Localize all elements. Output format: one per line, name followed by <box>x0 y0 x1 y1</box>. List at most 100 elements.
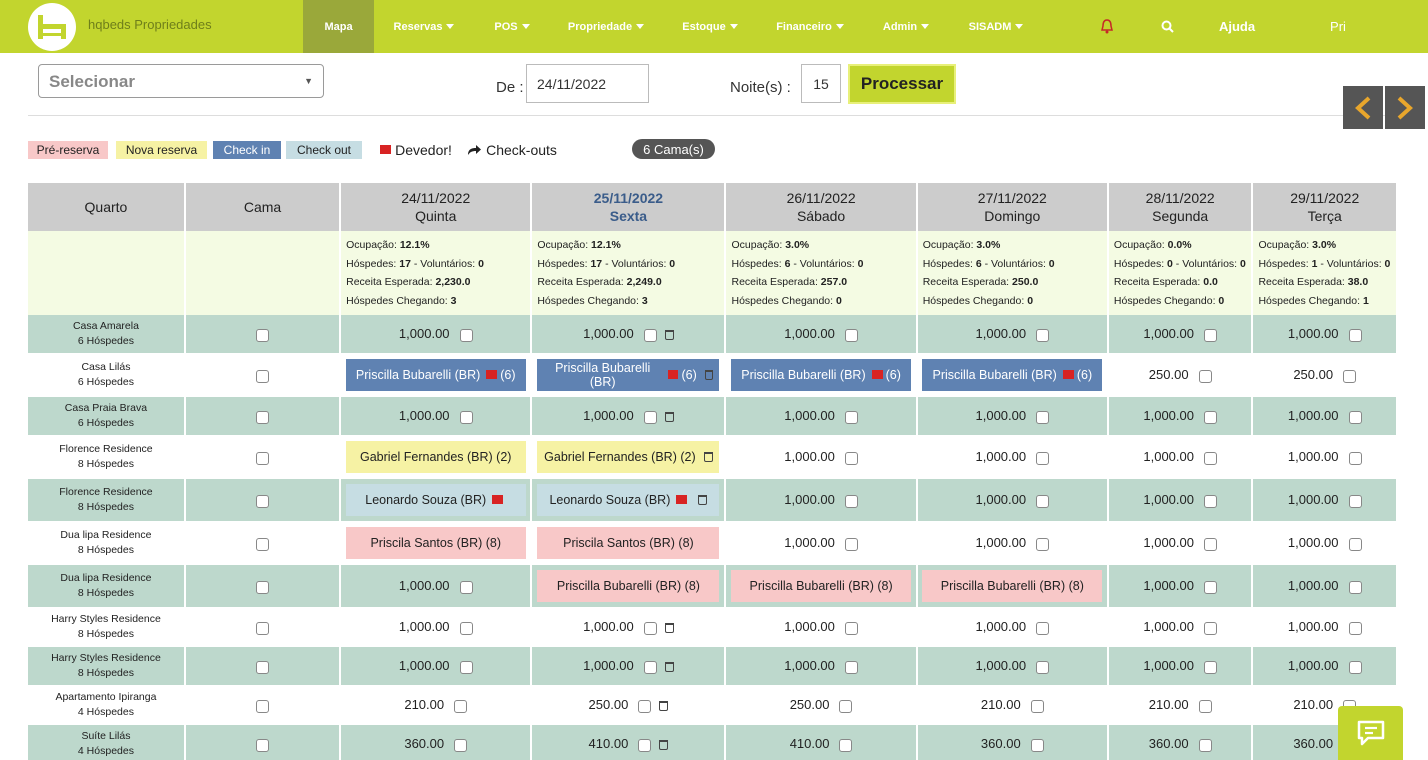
property-select[interactable]: Selecionar ▼ <box>38 64 324 98</box>
user-menu[interactable]: Pri <box>1318 0 1358 53</box>
prev-arrow-icon[interactable] <box>1343 86 1383 129</box>
rate-checkbox[interactable] <box>1348 451 1362 465</box>
search-icon[interactable] <box>1152 0 1182 53</box>
trash-icon[interactable] <box>698 495 708 505</box>
rate-checkbox[interactable] <box>638 699 652 713</box>
rate-checkbox[interactable] <box>1036 621 1050 635</box>
date-input[interactable]: 24/11/2022 <box>526 64 649 103</box>
rate-checkbox[interactable] <box>844 621 858 635</box>
rate-checkbox[interactable] <box>844 660 858 674</box>
rate-checkbox[interactable] <box>643 660 657 674</box>
chat-icon[interactable] <box>1338 706 1403 760</box>
rate-checkbox[interactable] <box>844 451 858 465</box>
rate-checkbox[interactable] <box>459 328 473 342</box>
rate-checkbox[interactable] <box>1198 738 1212 752</box>
rate-checkbox[interactable] <box>1036 494 1050 508</box>
trash-icon[interactable] <box>659 740 669 751</box>
reservation-block[interactable]: Priscilla Bubarelli (BR) (8) <box>731 570 912 602</box>
nav-ajuda[interactable]: Ajuda <box>1210 0 1264 53</box>
trash-icon[interactable] <box>703 452 713 462</box>
rate-checkbox[interactable] <box>844 410 858 424</box>
nav-pos[interactable]: POS <box>484 0 540 53</box>
rate-checkbox[interactable] <box>1036 537 1050 551</box>
rate-checkbox[interactable] <box>839 699 853 713</box>
rate-checkbox[interactable] <box>1030 738 1044 752</box>
trash-icon[interactable] <box>664 662 674 673</box>
reservation-block[interactable]: Priscila Santos (BR) (8) <box>537 527 720 559</box>
reservation-block[interactable]: Priscilla Bubarelli (BR) (6) <box>922 359 1103 391</box>
reservation-block[interactable]: Leonardo Souza (BR) <box>345 484 526 516</box>
rate-checkbox[interactable] <box>844 494 858 508</box>
bed-checkbox[interactable] <box>256 494 270 508</box>
bed-checkbox[interactable] <box>256 328 270 342</box>
trash-icon[interactable] <box>664 412 674 423</box>
rate-checkbox[interactable] <box>1198 369 1212 383</box>
bell-icon[interactable] <box>1092 0 1122 53</box>
rate-checkbox[interactable] <box>454 738 468 752</box>
rate-checkbox[interactable] <box>844 328 858 342</box>
reservation-block[interactable]: Priscilla Bubarelli (BR) (8) <box>537 570 720 602</box>
rate-checkbox[interactable] <box>1203 537 1217 551</box>
nav-admin[interactable]: Admin <box>874 0 938 53</box>
rate-checkbox[interactable] <box>1203 328 1217 342</box>
rate-checkbox[interactable] <box>459 410 473 424</box>
rate-checkbox[interactable] <box>643 621 657 635</box>
rate-checkbox[interactable] <box>1348 580 1362 594</box>
trash-icon[interactable] <box>704 370 714 380</box>
rate-checkbox[interactable] <box>1348 494 1362 508</box>
rate-checkbox[interactable] <box>1348 660 1362 674</box>
rate-checkbox[interactable] <box>1036 451 1050 465</box>
bed-checkbox[interactable] <box>256 451 270 465</box>
rate-checkbox[interactable] <box>844 537 858 551</box>
rate-checkbox[interactable] <box>1348 537 1362 551</box>
reservation-block[interactable]: Priscilla Bubarelli (BR) (6) <box>345 359 526 391</box>
trash-icon[interactable] <box>659 701 669 712</box>
rate-checkbox[interactable] <box>459 580 473 594</box>
bed-checkbox[interactable] <box>256 580 270 594</box>
reservation-block[interactable]: Priscilla Bubarelli (BR) (6) <box>537 359 720 391</box>
nav-financeiro[interactable]: Financeiro <box>768 0 852 53</box>
reservation-block[interactable]: Priscilla Bubarelli (BR) (8) <box>922 570 1103 602</box>
rate-checkbox[interactable] <box>1348 328 1362 342</box>
rate-checkbox[interactable] <box>1203 580 1217 594</box>
rate-checkbox[interactable] <box>1348 410 1362 424</box>
trash-icon[interactable] <box>664 623 674 634</box>
bed-checkbox[interactable] <box>256 738 270 752</box>
rate-checkbox[interactable] <box>1203 410 1217 424</box>
rate-checkbox[interactable] <box>1036 660 1050 674</box>
rate-checkbox[interactable] <box>459 660 473 674</box>
rate-checkbox[interactable] <box>1343 369 1357 383</box>
bed-checkbox[interactable] <box>256 369 270 383</box>
reservation-block[interactable]: Leonardo Souza (BR) <box>537 484 720 516</box>
reservation-block[interactable]: Priscilla Bubarelli (BR) (6) <box>731 359 912 391</box>
rate-checkbox[interactable] <box>1036 410 1050 424</box>
rate-checkbox[interactable] <box>643 410 657 424</box>
next-arrow-icon[interactable] <box>1385 86 1425 129</box>
nav-mapa[interactable]: Mapa <box>303 0 374 53</box>
reservation-block[interactable]: Gabriel Fernandes (BR) (2) <box>345 441 526 473</box>
nav-propriedade[interactable]: Propriedade <box>560 0 652 53</box>
rate-checkbox[interactable] <box>1036 328 1050 342</box>
rate-checkbox[interactable] <box>1203 451 1217 465</box>
rate-checkbox[interactable] <box>839 738 853 752</box>
process-button[interactable]: Processar <box>848 64 956 104</box>
bed-checkbox[interactable] <box>256 699 270 713</box>
nav-sisadm[interactable]: SISADM <box>960 0 1032 53</box>
rate-checkbox[interactable] <box>1203 494 1217 508</box>
hqbeds-logo-icon[interactable] <box>28 3 76 51</box>
reservation-block[interactable]: Gabriel Fernandes (BR) (2) <box>537 441 720 473</box>
rate-checkbox[interactable] <box>1030 699 1044 713</box>
trash-icon[interactable] <box>664 330 674 341</box>
bed-checkbox[interactable] <box>256 621 270 635</box>
nav-estoque[interactable]: Estoque <box>674 0 746 53</box>
rate-checkbox[interactable] <box>454 699 468 713</box>
rate-checkbox[interactable] <box>459 621 473 635</box>
rate-checkbox[interactable] <box>1203 621 1217 635</box>
rate-checkbox[interactable] <box>643 328 657 342</box>
rate-checkbox[interactable] <box>1203 660 1217 674</box>
nav-reservas[interactable]: Reservas <box>384 0 464 53</box>
rate-checkbox[interactable] <box>638 738 652 752</box>
bed-checkbox[interactable] <box>256 410 270 424</box>
rate-checkbox[interactable] <box>1348 621 1362 635</box>
bed-checkbox[interactable] <box>256 537 270 551</box>
